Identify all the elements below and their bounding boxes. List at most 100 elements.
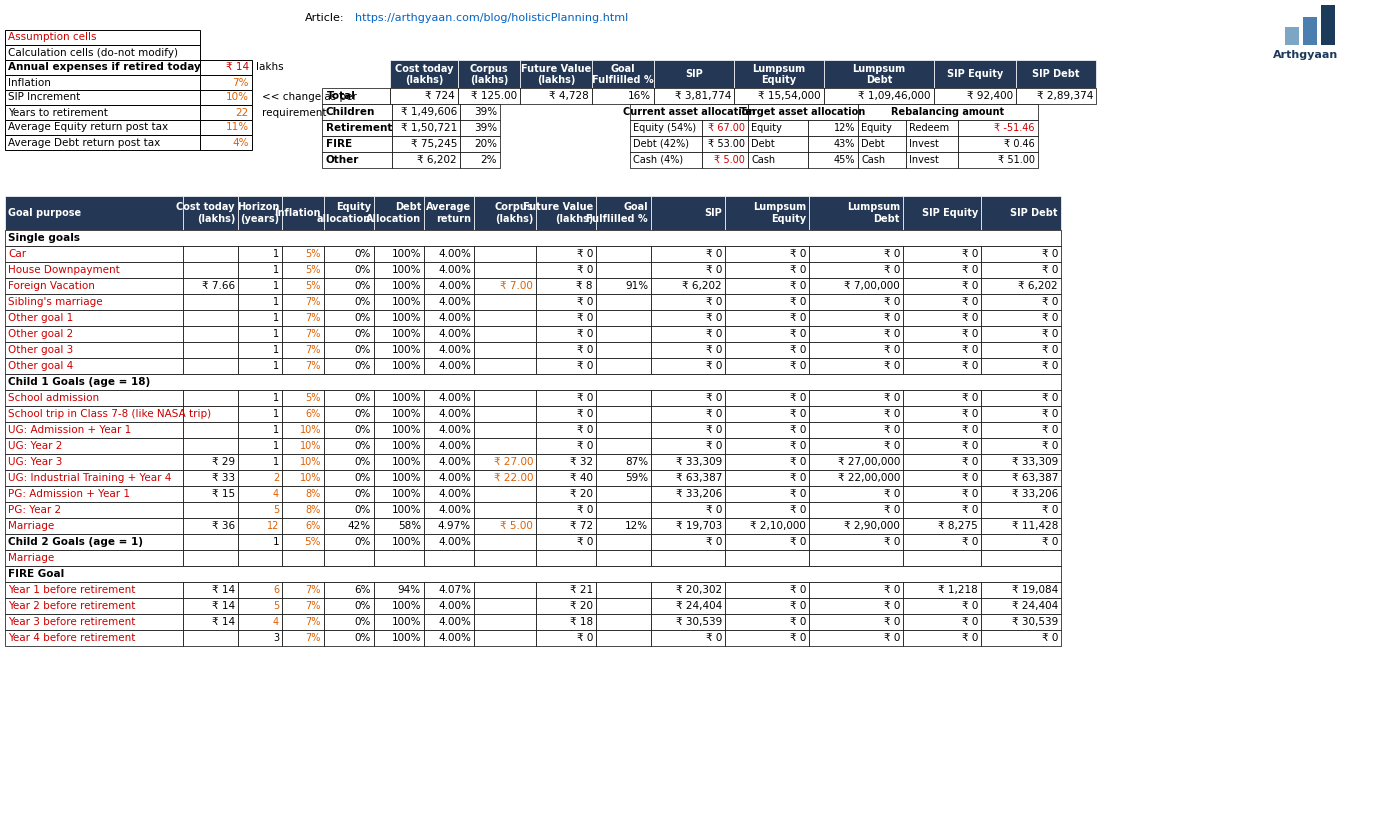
Bar <box>725 630 809 646</box>
Text: 0%: 0% <box>354 281 371 291</box>
Text: 100%: 100% <box>392 441 421 451</box>
Bar <box>654 88 734 104</box>
Bar <box>903 406 980 422</box>
Bar <box>423 196 474 230</box>
Bar <box>374 196 423 230</box>
Text: ₹ 63,387: ₹ 63,387 <box>1012 473 1058 483</box>
Text: ₹ 7,00,000: ₹ 7,00,000 <box>844 281 900 291</box>
Bar <box>903 422 980 438</box>
Text: 7%: 7% <box>306 329 321 339</box>
Bar <box>596 406 651 422</box>
Bar <box>809 598 903 614</box>
Text: ₹ 0: ₹ 0 <box>790 505 805 515</box>
Text: 0%: 0% <box>354 297 371 307</box>
Text: 4.00%: 4.00% <box>439 441 472 451</box>
Text: 12%: 12% <box>625 521 648 531</box>
Text: ₹ 24,404: ₹ 24,404 <box>1012 601 1058 611</box>
Bar <box>200 60 252 75</box>
Text: Goal purpose: Goal purpose <box>8 208 81 218</box>
Text: ₹ 0: ₹ 0 <box>884 313 900 323</box>
Text: Lumpsum: Lumpsum <box>852 64 906 74</box>
Bar <box>474 470 536 486</box>
Text: ₹ 0: ₹ 0 <box>790 329 805 339</box>
Text: ₹ 0: ₹ 0 <box>961 601 978 611</box>
Bar <box>200 120 252 135</box>
Bar <box>596 422 651 438</box>
Text: FIRE: FIRE <box>325 139 352 149</box>
Bar <box>903 310 980 326</box>
Text: Corpus: Corpus <box>470 64 509 74</box>
Bar <box>725 614 809 630</box>
Bar <box>651 358 725 374</box>
Bar <box>651 390 725 406</box>
Bar <box>6 45 200 60</box>
Text: ₹ 0: ₹ 0 <box>706 249 723 259</box>
Bar <box>474 294 536 310</box>
Text: ₹ 0: ₹ 0 <box>576 265 593 275</box>
Text: ₹ 0: ₹ 0 <box>706 505 723 515</box>
Bar <box>903 518 980 534</box>
Bar <box>536 358 596 374</box>
Bar <box>809 550 903 566</box>
Text: ₹ 0: ₹ 0 <box>884 329 900 339</box>
Text: ₹ 0: ₹ 0 <box>576 505 593 515</box>
Text: ₹ 33,206: ₹ 33,206 <box>676 489 723 499</box>
Bar <box>239 502 281 518</box>
Bar <box>536 614 596 630</box>
Text: Lumpsum: Lumpsum <box>753 202 805 212</box>
Text: ₹ 0: ₹ 0 <box>961 345 978 355</box>
Text: ₹ 22.00: ₹ 22.00 <box>494 473 534 483</box>
Text: Invest: Invest <box>909 139 939 149</box>
Bar <box>903 196 980 230</box>
Bar <box>536 406 596 422</box>
Text: Child 2 Goals (age = 1): Child 2 Goals (age = 1) <box>8 537 143 547</box>
Text: Marriage: Marriage <box>8 553 54 563</box>
Bar <box>6 326 183 342</box>
Text: ₹ -51.46: ₹ -51.46 <box>994 123 1036 133</box>
Text: 1: 1 <box>273 537 279 547</box>
Bar <box>423 310 474 326</box>
Bar <box>903 486 980 502</box>
Bar <box>903 438 980 454</box>
Text: ₹ 0: ₹ 0 <box>884 393 900 403</box>
Bar <box>461 120 501 136</box>
Bar <box>903 358 980 374</box>
Bar <box>423 342 474 358</box>
Bar <box>183 262 239 278</box>
Bar <box>374 614 423 630</box>
Bar <box>980 550 1060 566</box>
Text: Car: Car <box>8 249 26 259</box>
Text: ₹ 20: ₹ 20 <box>570 489 593 499</box>
Bar <box>651 614 725 630</box>
Text: UG: Industrial Training + Year 4: UG: Industrial Training + Year 4 <box>8 473 171 483</box>
Bar <box>858 136 906 152</box>
Text: ₹ 0: ₹ 0 <box>576 361 593 371</box>
Text: UG: Year 2: UG: Year 2 <box>8 441 62 451</box>
Text: ₹ 125.00: ₹ 125.00 <box>470 91 517 101</box>
Text: 0%: 0% <box>354 441 371 451</box>
Text: 7%: 7% <box>233 77 250 87</box>
Text: 0%: 0% <box>354 313 371 323</box>
Bar <box>374 454 423 470</box>
Bar <box>858 120 906 136</box>
Bar <box>374 518 423 534</box>
Bar <box>734 88 825 104</box>
Bar <box>423 518 474 534</box>
Bar <box>390 60 458 88</box>
Bar <box>374 534 423 550</box>
Bar <box>474 534 536 550</box>
Bar <box>725 486 809 502</box>
Text: 0%: 0% <box>354 489 371 499</box>
Text: ₹ 30,539: ₹ 30,539 <box>676 617 723 627</box>
Bar <box>324 262 374 278</box>
Text: Future Value: Future Value <box>521 64 592 74</box>
Text: ₹ 0: ₹ 0 <box>884 489 900 499</box>
Text: ₹ 0: ₹ 0 <box>790 313 805 323</box>
Text: 4.00%: 4.00% <box>439 601 472 611</box>
Bar <box>423 470 474 486</box>
Bar <box>596 486 651 502</box>
Bar <box>461 152 501 168</box>
Bar <box>809 390 903 406</box>
Text: Allocation: Allocation <box>365 214 421 224</box>
Text: ₹ 33: ₹ 33 <box>212 473 234 483</box>
